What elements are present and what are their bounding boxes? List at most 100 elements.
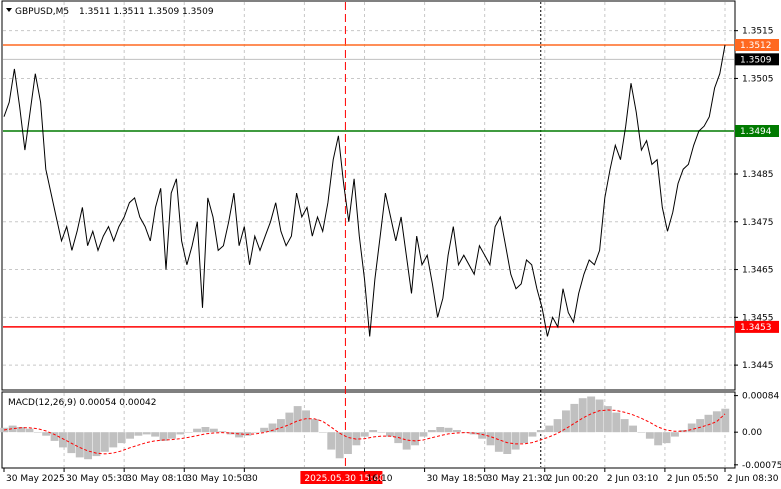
macd-bar — [100, 432, 109, 452]
macd-bar — [553, 419, 562, 433]
macd-bar — [603, 406, 612, 433]
macd-axis: 0.00084 0.00 -0.00075 — [734, 392, 781, 471]
time-tick-label: 2 Jun 05:50 — [667, 474, 719, 484]
time-tick-label: 30 — [246, 474, 258, 484]
macd-bar — [277, 419, 285, 433]
macd-bar — [478, 432, 487, 439]
macd-bar — [494, 432, 503, 452]
macd-bar — [235, 432, 243, 438]
macd-bar — [159, 432, 168, 441]
macd-tick-label: 0.00 — [742, 428, 762, 438]
macd-bar — [59, 432, 67, 448]
level-price-tag-label: 1.3509 — [740, 55, 772, 65]
macd-bar — [25, 428, 34, 433]
macd-bar — [520, 432, 528, 444]
time-tick-label: 30 May 05:30 — [66, 474, 128, 484]
price-tick-label: 1.3465 — [742, 266, 774, 276]
macd-bar — [168, 432, 176, 439]
time-tick-label: 30 May 21:30 — [487, 474, 549, 484]
macd-signal-line — [3, 409, 726, 455]
macd-label: MACD(12,26,9) 0.00054 0.00042 — [8, 398, 157, 408]
price-tick-label: 1.3505 — [742, 74, 774, 84]
level-price-tag-label: 1.3494 — [740, 127, 772, 137]
macd-bar — [176, 432, 185, 435]
macd-bar — [151, 432, 160, 437]
macd-bar — [360, 432, 369, 437]
macd-bar — [209, 428, 218, 433]
macd-bar — [352, 432, 361, 446]
macd-bar — [461, 432, 470, 433]
time-tick-label: 30 May 08:10 — [126, 474, 188, 484]
macd-bar — [528, 432, 537, 437]
macd-bar — [562, 410, 570, 433]
macd-bar — [637, 432, 646, 433]
macd-bar — [662, 432, 671, 444]
macd-bar — [226, 432, 235, 435]
macd-bar — [545, 425, 554, 433]
macd-bar — [109, 432, 118, 448]
macd-bar — [645, 432, 654, 439]
macd-bar — [201, 427, 210, 433]
price-tick-label: 1.3485 — [742, 170, 774, 180]
macd-tick-label: -0.00075 — [742, 461, 781, 471]
cursor-time-label: 2025.05.30 15:40 — [304, 474, 385, 484]
macd-bar — [8, 425, 17, 433]
price-tick-label: 1.3475 — [742, 218, 774, 228]
macd-bar — [486, 432, 495, 446]
macd-bar — [335, 432, 344, 459]
price-line — [3, 44, 726, 337]
macd-bar — [712, 411, 721, 433]
macd-bar — [33, 432, 42, 433]
time-tick-label: 16:10 — [367, 474, 393, 484]
macd-bar — [92, 432, 101, 457]
macd-bar — [184, 432, 193, 433]
macd-bar — [251, 432, 260, 433]
macd-bar — [42, 432, 51, 436]
macd-bar — [318, 432, 327, 433]
level-price-tag — [735, 320, 779, 333]
collapse-triangle-icon[interactable] — [6, 8, 12, 12]
macd-bar — [671, 432, 679, 437]
vertical-markers — [344, 2, 542, 467]
macd-bar — [402, 432, 411, 450]
macd-bar — [327, 432, 336, 450]
level-price-tag — [735, 39, 779, 51]
time-tick-label: 30 May 2025 — [6, 474, 65, 484]
macd-bar — [679, 430, 688, 433]
macd-bar — [268, 423, 277, 433]
macd-bar — [285, 412, 294, 433]
macd-bar — [67, 432, 76, 454]
ohlc-label: 1.3511 1.3511 1.3509 1.3509 — [79, 7, 214, 17]
macd-bar — [218, 431, 227, 433]
time-tick-label: 30 May 10:50 — [186, 474, 248, 484]
macd-bar — [444, 427, 453, 433]
macd-bar — [721, 408, 730, 433]
macd-bar — [629, 425, 637, 433]
macd-bar — [386, 432, 394, 437]
macd-bar — [377, 432, 386, 433]
symbol-label: GBPUSD,M5 — [15, 7, 69, 17]
macd-bar — [654, 432, 663, 446]
time-tick-label: 30 May 18:50 — [427, 474, 489, 484]
macd-series — [0, 396, 730, 460]
macd-bar — [126, 432, 134, 439]
macd-bar — [427, 430, 436, 433]
macd-bar — [411, 432, 419, 446]
macd-bar — [310, 419, 319, 433]
level-price-tag — [735, 125, 779, 137]
macd-bar — [453, 430, 461, 433]
macd-bar — [134, 432, 143, 436]
macd-bar — [578, 398, 587, 433]
price-tick-label: 1.3515 — [742, 27, 774, 37]
current-price-tag — [735, 53, 779, 66]
macd-bar — [193, 428, 201, 433]
macd-bar — [260, 427, 269, 433]
macd-bar — [17, 427, 25, 433]
macd-bar — [436, 427, 445, 433]
macd-bar — [511, 432, 520, 450]
macd-bar — [620, 419, 629, 433]
level-price-tag-label: 1.3453 — [740, 323, 772, 333]
time-tick-label: 2 Jun 08:30 — [727, 474, 779, 484]
